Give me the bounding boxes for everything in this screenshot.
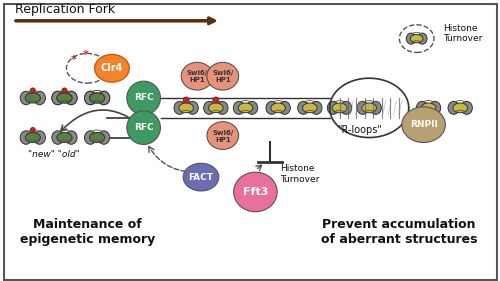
- Ellipse shape: [57, 93, 72, 103]
- Ellipse shape: [302, 103, 317, 113]
- Ellipse shape: [94, 55, 130, 82]
- Ellipse shape: [90, 93, 104, 103]
- Ellipse shape: [418, 33, 427, 44]
- Text: HP1: HP1: [215, 77, 230, 83]
- Text: HP1: HP1: [189, 77, 205, 83]
- Ellipse shape: [279, 101, 290, 114]
- Ellipse shape: [204, 101, 215, 114]
- Ellipse shape: [453, 103, 468, 113]
- Ellipse shape: [66, 91, 77, 105]
- Ellipse shape: [183, 163, 219, 191]
- Ellipse shape: [34, 131, 46, 144]
- Ellipse shape: [181, 62, 213, 90]
- Ellipse shape: [90, 133, 104, 142]
- Text: "R-loops": "R-loops": [337, 124, 382, 135]
- Ellipse shape: [461, 101, 472, 114]
- Text: HP1: HP1: [215, 137, 230, 142]
- Ellipse shape: [66, 91, 77, 105]
- Ellipse shape: [332, 103, 347, 113]
- Ellipse shape: [340, 101, 351, 114]
- Text: Swi6/: Swi6/: [186, 70, 208, 76]
- Ellipse shape: [298, 101, 309, 114]
- Ellipse shape: [448, 101, 460, 114]
- Ellipse shape: [25, 93, 40, 103]
- Ellipse shape: [52, 91, 64, 105]
- Ellipse shape: [84, 91, 96, 105]
- Circle shape: [62, 88, 67, 93]
- Text: Histone
Turnover: Histone Turnover: [444, 24, 483, 43]
- Circle shape: [30, 128, 36, 133]
- Ellipse shape: [207, 62, 238, 90]
- Text: RNPII: RNPII: [410, 120, 438, 129]
- Ellipse shape: [208, 103, 223, 113]
- Text: Prevent accumulation
of aberrant structures: Prevent accumulation of aberrant structu…: [320, 217, 477, 246]
- Ellipse shape: [66, 131, 77, 144]
- Circle shape: [183, 97, 189, 103]
- Ellipse shape: [90, 93, 104, 103]
- Ellipse shape: [362, 103, 376, 113]
- Text: "new" "old": "new" "old": [28, 150, 80, 159]
- Ellipse shape: [370, 101, 382, 114]
- Ellipse shape: [430, 101, 440, 114]
- Text: RFC: RFC: [134, 94, 154, 103]
- Text: *: *: [82, 50, 88, 60]
- Ellipse shape: [127, 81, 160, 115]
- Ellipse shape: [187, 101, 198, 114]
- Ellipse shape: [25, 133, 40, 142]
- Ellipse shape: [52, 131, 64, 144]
- Ellipse shape: [84, 131, 96, 144]
- Ellipse shape: [127, 111, 160, 144]
- Ellipse shape: [57, 133, 72, 142]
- Ellipse shape: [98, 131, 110, 144]
- Text: FACT: FACT: [188, 173, 214, 182]
- Text: Histone
Turnover: Histone Turnover: [280, 164, 320, 184]
- Text: Clr4: Clr4: [101, 63, 123, 73]
- Ellipse shape: [421, 103, 436, 113]
- Ellipse shape: [98, 91, 110, 105]
- Ellipse shape: [402, 107, 446, 142]
- Ellipse shape: [246, 101, 258, 114]
- Ellipse shape: [98, 91, 110, 105]
- Ellipse shape: [57, 93, 72, 103]
- Text: RFC: RFC: [134, 123, 154, 132]
- Ellipse shape: [207, 122, 238, 149]
- Ellipse shape: [406, 33, 416, 44]
- Ellipse shape: [52, 91, 64, 105]
- Ellipse shape: [266, 101, 278, 114]
- Ellipse shape: [410, 35, 423, 43]
- Ellipse shape: [357, 101, 368, 114]
- Ellipse shape: [234, 101, 244, 114]
- Text: *: *: [70, 55, 76, 65]
- Ellipse shape: [216, 101, 228, 114]
- Ellipse shape: [20, 131, 32, 144]
- Ellipse shape: [20, 91, 32, 105]
- Ellipse shape: [179, 103, 194, 113]
- Text: Swi6/: Swi6/: [212, 70, 234, 76]
- Ellipse shape: [238, 103, 253, 113]
- Text: Maintenance of
epigenetic memory: Maintenance of epigenetic memory: [20, 217, 155, 246]
- Text: Swi6/: Swi6/: [212, 130, 234, 136]
- Ellipse shape: [234, 172, 277, 212]
- Ellipse shape: [84, 91, 96, 105]
- Ellipse shape: [174, 101, 186, 114]
- Ellipse shape: [328, 101, 338, 114]
- Ellipse shape: [416, 101, 428, 114]
- Ellipse shape: [34, 91, 46, 105]
- Circle shape: [220, 125, 226, 131]
- Ellipse shape: [271, 103, 285, 113]
- Circle shape: [30, 88, 36, 93]
- Ellipse shape: [310, 101, 322, 114]
- Circle shape: [213, 97, 219, 103]
- Text: Replication Fork: Replication Fork: [15, 3, 115, 16]
- Text: Fft3: Fft3: [242, 187, 268, 197]
